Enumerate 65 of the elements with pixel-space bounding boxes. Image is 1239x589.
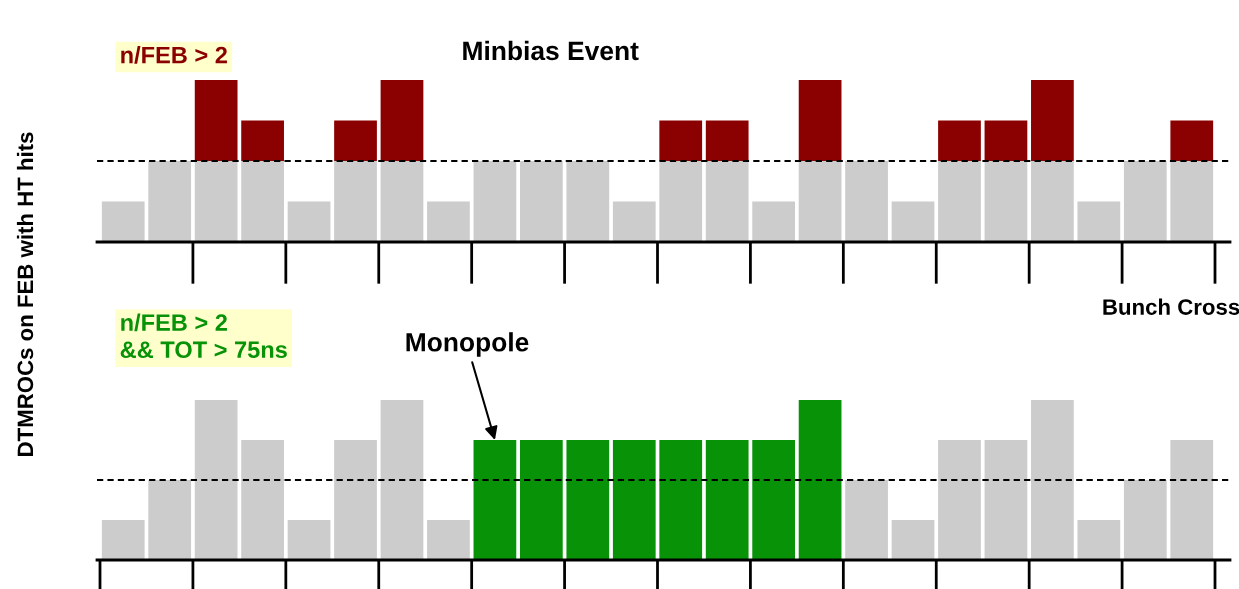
bar — [473, 440, 517, 560]
text: n/FEB > 2 && TOT > 75ns — [120, 313, 287, 359]
bar — [798, 400, 842, 560]
bar — [938, 440, 981, 560]
bar — [1031, 80, 1074, 161]
bar — [380, 161, 424, 242]
bar — [287, 201, 331, 242]
bar — [473, 161, 517, 242]
bar — [101, 201, 145, 242]
bar — [798, 161, 842, 242]
bar — [241, 440, 284, 560]
bar — [938, 120, 981, 161]
bar — [334, 161, 377, 242]
bar — [1031, 400, 1074, 560]
bar — [1123, 480, 1167, 560]
bar — [334, 120, 377, 161]
bar — [984, 161, 1028, 242]
bar — [1123, 161, 1167, 242]
bar — [984, 120, 1028, 161]
bar — [380, 400, 424, 560]
bar — [659, 161, 703, 242]
bar — [891, 201, 935, 242]
bar — [241, 161, 284, 242]
bar — [427, 520, 470, 560]
bar — [1170, 120, 1214, 161]
bar — [566, 440, 610, 560]
bar — [566, 161, 610, 242]
bar — [1077, 201, 1121, 242]
bar — [845, 161, 888, 242]
chart-title: Minbias Event — [463, 40, 639, 61]
bar — [194, 400, 238, 560]
bar — [287, 520, 331, 560]
bar — [334, 440, 377, 560]
bar — [380, 80, 424, 161]
bar — [194, 80, 238, 161]
bar — [752, 201, 796, 242]
bar — [101, 520, 145, 560]
bar — [241, 120, 284, 161]
bar — [1170, 161, 1214, 242]
bar — [752, 440, 796, 560]
y-axis-title: DTMROCs on FEB with HT hits — [16, 132, 34, 456]
bar — [194, 161, 238, 242]
bar — [1077, 520, 1121, 560]
bar — [938, 161, 981, 242]
bar — [798, 80, 842, 161]
bar — [519, 161, 563, 242]
x-axis-title: Bunch Cross — [1103, 298, 1239, 315]
bar — [659, 440, 703, 560]
bar — [705, 161, 749, 242]
bar — [891, 520, 935, 560]
text: n/FEB > 2 — [121, 46, 227, 64]
bar — [612, 440, 656, 560]
bar — [1031, 161, 1074, 242]
bar — [984, 440, 1028, 560]
bar — [845, 480, 888, 560]
bar — [705, 120, 749, 161]
bar — [705, 440, 749, 560]
bar — [612, 201, 656, 242]
bar — [148, 480, 192, 560]
bar — [427, 201, 470, 242]
bar — [659, 120, 703, 161]
bar — [148, 161, 192, 242]
bar — [1170, 440, 1214, 560]
text: Monopole — [406, 332, 529, 357]
bar — [519, 440, 563, 560]
